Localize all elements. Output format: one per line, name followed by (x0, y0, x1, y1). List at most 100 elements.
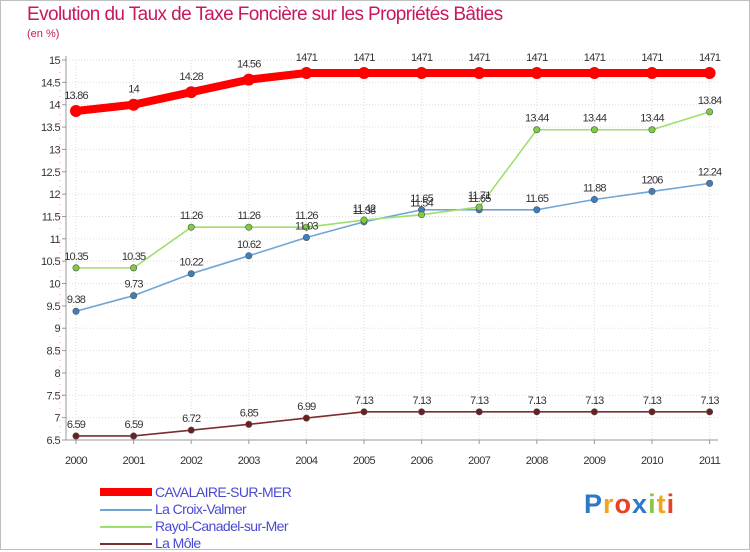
y-tick-label: 6.5 (47, 435, 61, 447)
data-point (360, 216, 368, 224)
data-point (302, 223, 310, 231)
data-label: 7.13 (585, 395, 604, 407)
data-point (533, 206, 541, 214)
y-tick-label: 13.5 (41, 122, 60, 134)
data-point (533, 126, 541, 134)
brand-letter: t (656, 489, 667, 519)
data-point (648, 408, 656, 416)
data-label: 12.24 (698, 166, 722, 178)
data-label: 7.13 (700, 395, 719, 407)
data-label: 13.86 (64, 90, 88, 102)
x-tick-label: 2010 (641, 455, 664, 467)
data-label: 10.35 (122, 251, 146, 263)
x-tick-label: 2008 (526, 455, 549, 467)
data-label: 10.22 (179, 257, 203, 269)
x-tick-label: 2004 (295, 455, 318, 467)
data-labels: 13.86 14 14.28 14.56 1471 1471 1471 1471 1471 147… (64, 52, 723, 431)
legend-label: Rayol-Canadel-sur-Mer (155, 518, 288, 534)
x-tick-label: 2001 (123, 455, 146, 467)
data-label: 1471 (641, 52, 663, 64)
data-label: 11.65 (468, 193, 491, 205)
x-tick-label: 2007 (468, 455, 491, 467)
data-label: 1471 (584, 52, 606, 64)
data-point (127, 98, 140, 111)
legend-swatch-la-mole (100, 543, 152, 545)
data-point (415, 66, 428, 79)
x-tick-label: 2006 (411, 455, 434, 467)
data-point (245, 252, 253, 260)
data-label: 6.85 (240, 407, 259, 419)
data-label: 6.59 (124, 419, 143, 431)
legend-swatch-la-croix-valmer (100, 509, 152, 511)
data-point (245, 223, 253, 231)
data-label: 1471 (411, 52, 433, 64)
data-label: 1471 (699, 52, 721, 64)
data-label: 6.59 (67, 419, 86, 431)
data-point (360, 408, 368, 416)
data-point (242, 73, 255, 86)
data-label: 11.26 (180, 210, 203, 222)
data-label: 14.56 (237, 59, 261, 71)
data-point (588, 66, 601, 79)
y-tick-label: 14.5 (41, 77, 60, 89)
data-point (72, 264, 80, 272)
data-point (590, 195, 598, 203)
data-label: 1471 (526, 52, 548, 64)
data-label: 10.62 (237, 239, 261, 251)
data-label: 7.13 (643, 395, 662, 407)
data-label: 6.72 (182, 413, 201, 425)
data-point (72, 432, 80, 440)
x-tick-label: 2003 (238, 455, 261, 467)
y-tick-label: 7 (54, 413, 60, 425)
y-tick-label: 10 (49, 279, 61, 291)
data-label: 9.38 (67, 294, 86, 306)
data-label: 1471 (469, 52, 491, 64)
brand-letter: x (632, 489, 649, 519)
data-point (72, 307, 80, 315)
data-label: 7.13 (412, 395, 431, 407)
y-tick-label: 7.5 (47, 390, 61, 402)
data-point (475, 203, 483, 211)
data-point (706, 108, 714, 116)
brand-letter: i (648, 489, 657, 519)
proxiti-logo: Proxiti (584, 489, 675, 520)
data-point (187, 426, 195, 434)
data-point (130, 264, 138, 272)
data-point (648, 187, 656, 195)
data-point (187, 223, 195, 231)
brand-letter: i (666, 489, 676, 519)
data-label: 1471 (353, 52, 375, 64)
data-label: 14.28 (179, 71, 203, 83)
x-tick-label: 2002 (180, 455, 203, 467)
legend-label: CAVALAIRE-SUR-MER (155, 484, 292, 500)
grid-lines (66, 59, 718, 441)
x-tick-label: 2011 (699, 455, 721, 467)
y-tick-label: 10.5 (41, 256, 60, 268)
y-tick-label: 9.5 (47, 301, 61, 313)
data-point (706, 408, 714, 416)
y-tick-label: 8.5 (47, 346, 61, 358)
data-point (475, 408, 483, 416)
y-tick-label: 13 (49, 144, 61, 156)
data-point (646, 66, 658, 79)
brand-letter: o (614, 489, 633, 519)
data-label: 7.13 (528, 395, 547, 407)
data-point (418, 408, 426, 416)
data-label: 7.13 (355, 395, 374, 407)
data-point (185, 86, 198, 99)
legend-label: La Croix-Valmer (155, 501, 247, 517)
series-line-1 (75, 182, 710, 313)
series-lines (70, 66, 716, 440)
data-label: 11.38 (353, 205, 376, 217)
data-label: 11.42 (353, 203, 376, 215)
data-point (70, 104, 82, 117)
y-tick-label: 14 (49, 100, 61, 112)
y-tick-label: 8 (54, 368, 60, 380)
chart-title: Evolution du Taux de Taxe Foncière sur l… (27, 4, 503, 25)
series-line-2 (76, 111, 710, 269)
y-tick-label: 12.5 (41, 167, 60, 179)
data-label: 6.99 (297, 401, 316, 413)
y-tick-label: 9 (54, 323, 60, 335)
data-point (130, 432, 138, 440)
y-tick-label: 11 (50, 234, 61, 246)
